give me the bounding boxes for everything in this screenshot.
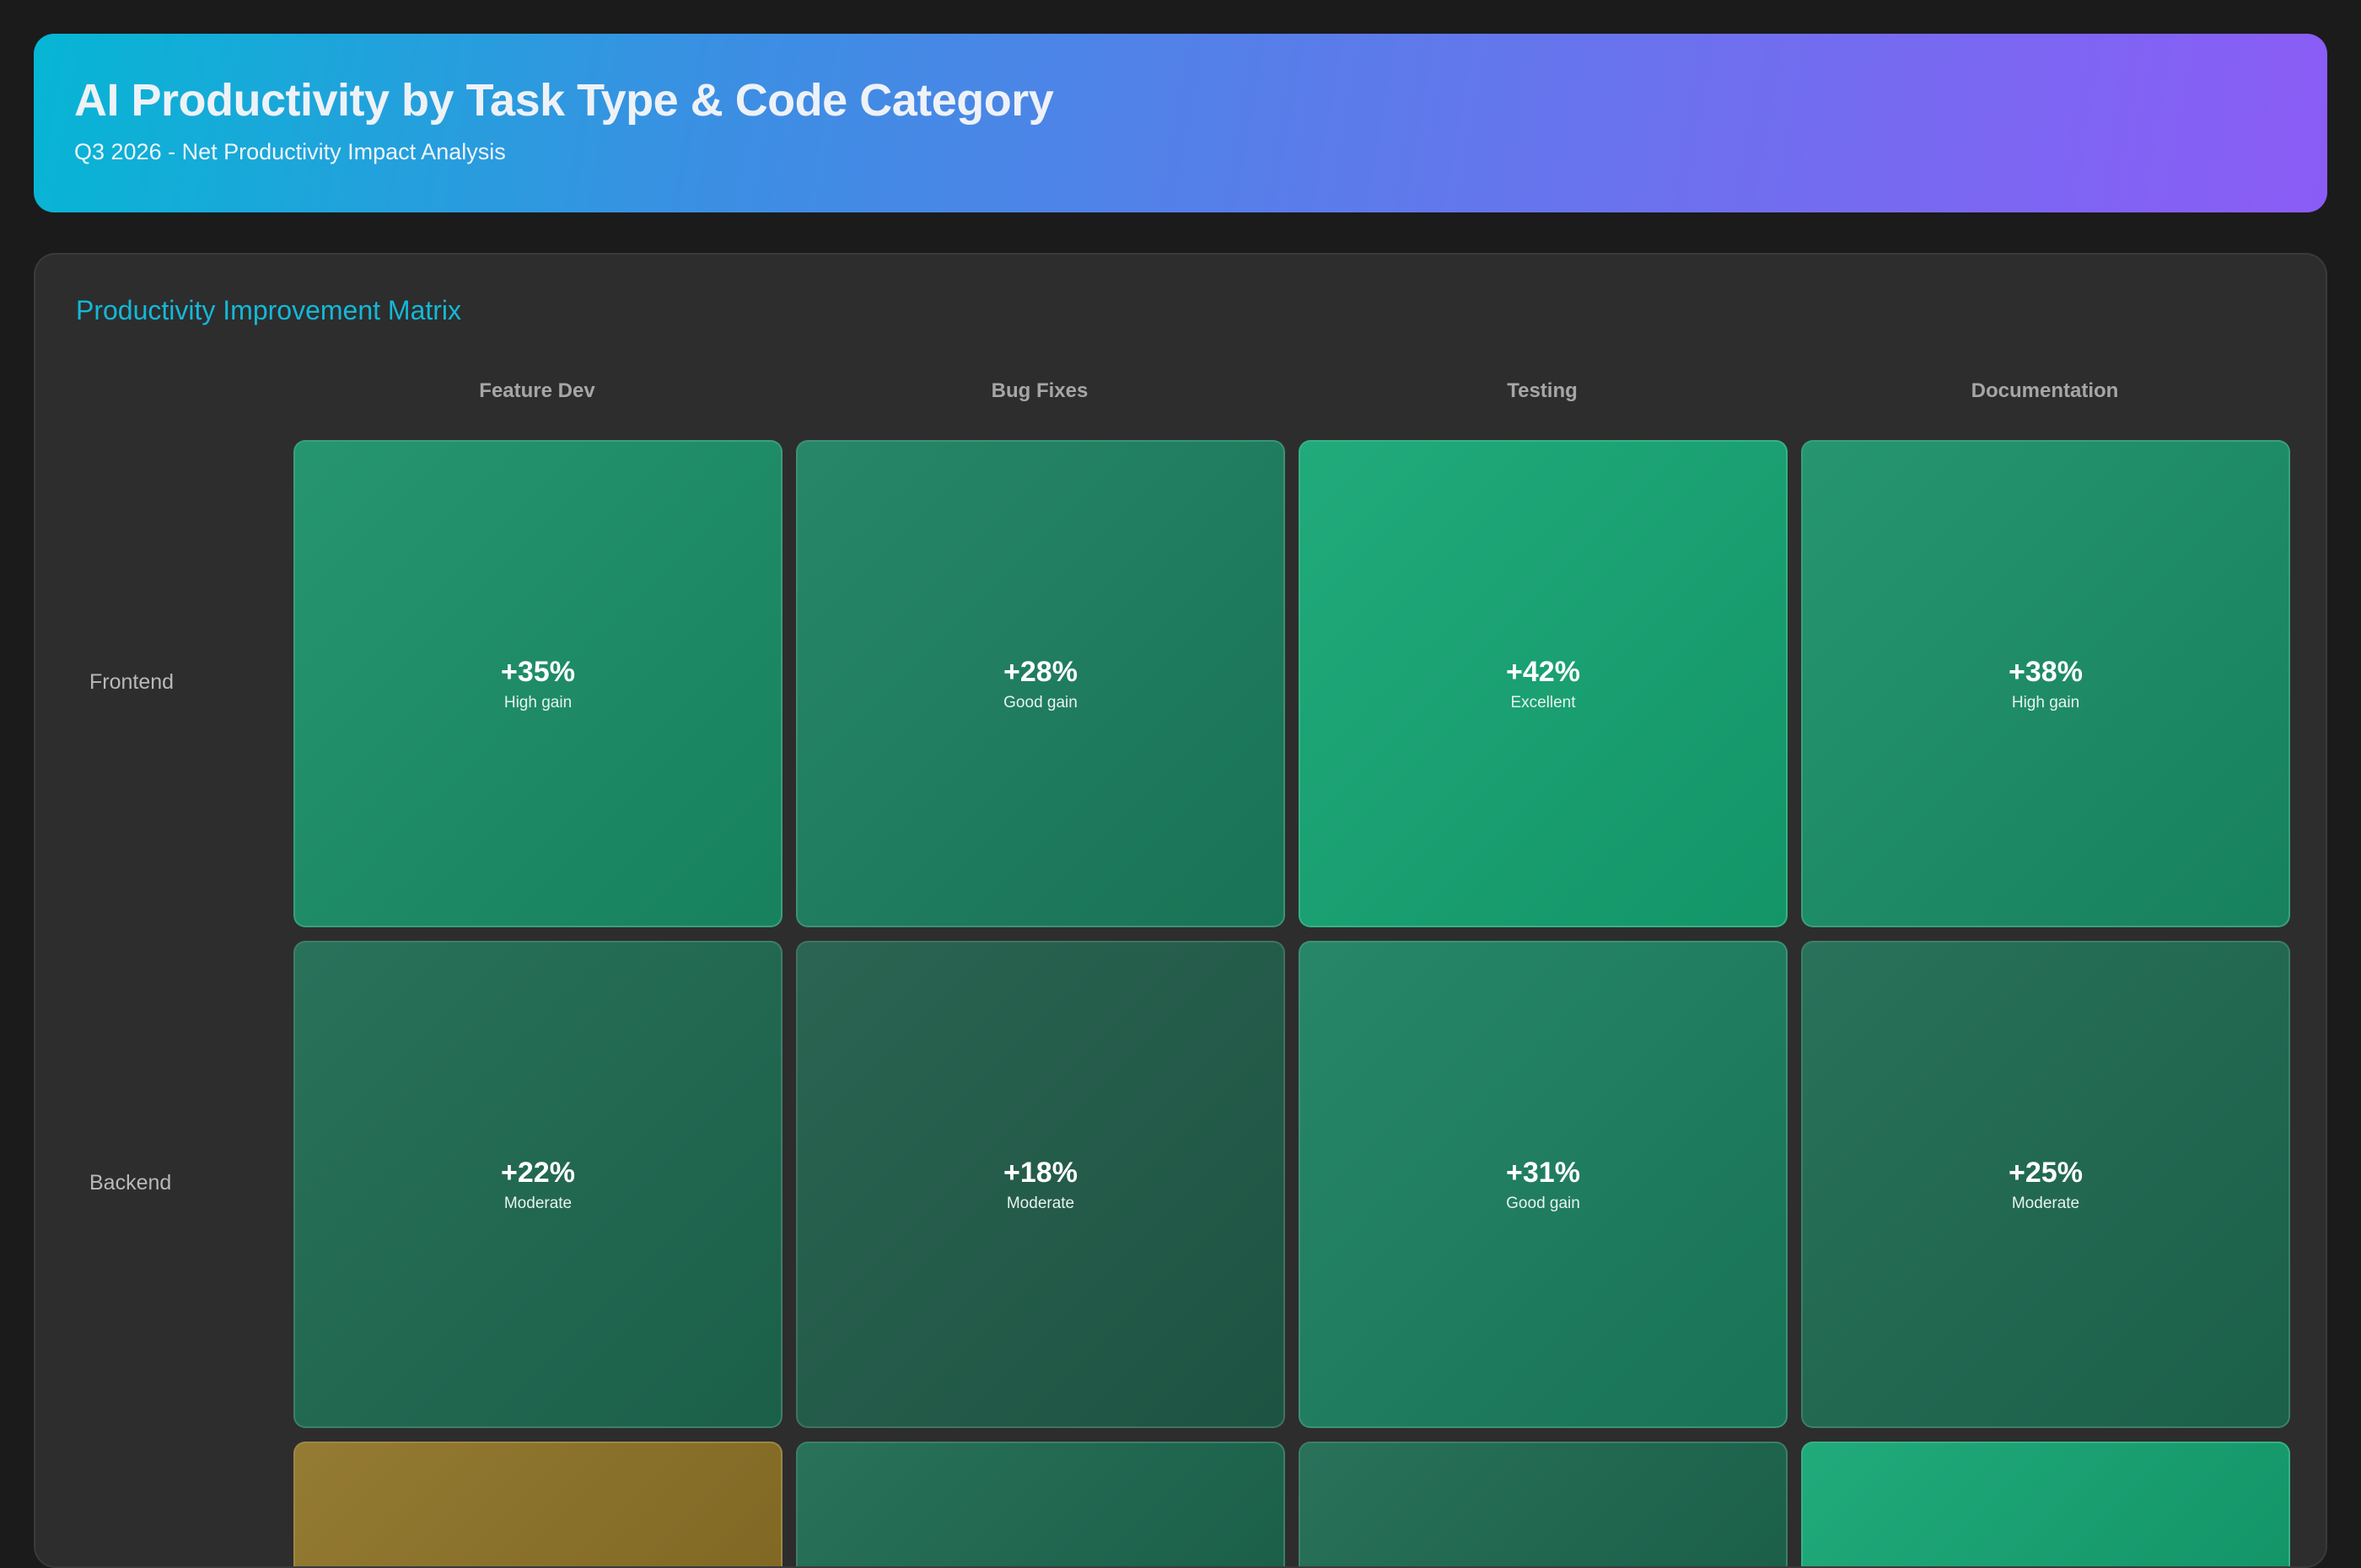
cell-label: Moderate xyxy=(503,1194,573,1212)
row-header-backend: Backend xyxy=(89,1171,172,1195)
cell-value: +28% xyxy=(1003,655,1078,688)
heatmap-cell-frontend-testing[interactable]: +42% Excellent xyxy=(1299,440,1788,927)
cell-value: +38% xyxy=(2009,655,2083,688)
heatmap-cell-backend-documentation[interactable]: +25% Moderate xyxy=(1801,941,2290,1428)
heatmap-cell-frontend-feature-dev[interactable]: +35% High gain xyxy=(293,440,783,927)
heatmap-cell-backend-feature-dev[interactable]: +22% Moderate xyxy=(293,941,783,1428)
row-header-frontend: Frontend xyxy=(89,670,175,694)
heatmap-cell-row3-feature-dev[interactable] xyxy=(293,1442,783,1566)
cell-label: Moderate xyxy=(1006,1194,1075,1212)
column-header-feature-dev: Feature Dev xyxy=(479,379,595,402)
column-header-bug-fixes: Bug Fixes xyxy=(991,379,1089,402)
cell-value: +42% xyxy=(1506,655,1580,688)
heatmap-cell-frontend-documentation[interactable]: +38% High gain xyxy=(1801,440,2290,927)
matrix-panel: Productivity Improvement Matrix Feature … xyxy=(34,253,2327,1568)
cell-label: Good gain xyxy=(1506,1194,1580,1212)
cell-label: High gain xyxy=(2011,693,2080,712)
header-banner: AI Productivity by Task Type & Code Cate… xyxy=(34,34,2327,212)
cell-label: Excellent xyxy=(1510,693,1576,712)
heatmap-cell-row3-testing[interactable] xyxy=(1299,1442,1788,1566)
column-header-documentation: Documentation xyxy=(1971,379,2119,402)
heatmap-cell-frontend-bug-fixes[interactable]: +28% Good gain xyxy=(796,440,1285,927)
matrix-title: Productivity Improvement Matrix xyxy=(76,295,462,325)
heatmap-cell-row3-bug-fixes[interactable] xyxy=(796,1442,1285,1566)
cell-label: Good gain xyxy=(1003,693,1078,712)
cell-value: +25% xyxy=(2009,1156,2083,1189)
column-header-testing: Testing xyxy=(1507,379,1578,402)
heatmap-cell-backend-bug-fixes[interactable]: +18% Moderate xyxy=(796,941,1285,1428)
heatmap-cell-row3-documentation[interactable] xyxy=(1801,1442,2290,1566)
heatmap-cell-backend-testing[interactable]: +31% Good gain xyxy=(1299,941,1788,1428)
cell-label: Moderate xyxy=(2011,1194,2080,1212)
cell-value: +18% xyxy=(1003,1156,1078,1189)
page-title: AI Productivity by Task Type & Code Cate… xyxy=(74,75,1054,126)
cell-value: +31% xyxy=(1506,1156,1580,1189)
cell-value: +35% xyxy=(501,655,575,688)
cell-value: +22% xyxy=(501,1156,575,1189)
cell-label: High gain xyxy=(503,693,573,712)
page-subtitle: Q3 2026 - Net Productivity Impact Analys… xyxy=(74,139,506,165)
